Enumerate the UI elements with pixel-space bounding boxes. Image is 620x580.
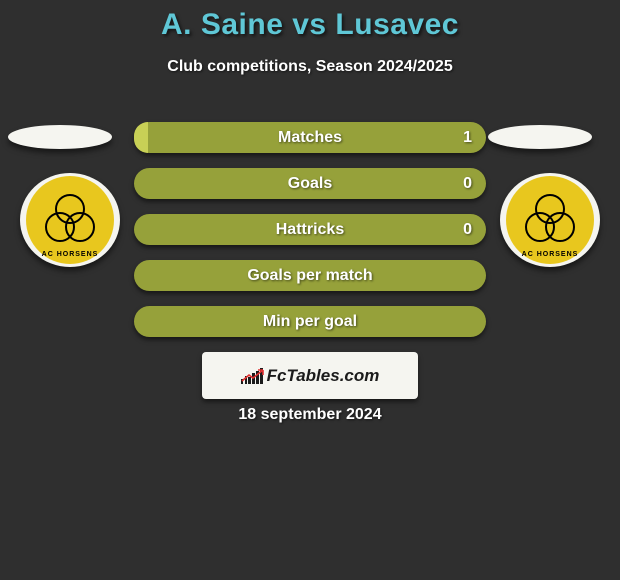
stat-bar-value: 0 — [463, 175, 472, 193]
brand-logo: FcTables.com — [241, 366, 380, 386]
stat-bar: Matches 1 — [134, 122, 486, 153]
stat-bar: Hattricks 0 — [134, 214, 486, 245]
subtitle: Club competitions, Season 2024/2025 — [0, 58, 620, 76]
stat-bar: Goals per match — [134, 260, 486, 291]
stat-bars: Matches 1 Goals 0 Hattricks 0 Goals per match M… — [134, 122, 486, 352]
comparison-card: A. Saine vs Lusavec Club competitions, S… — [0, 0, 620, 580]
stat-bar-label: Min per goal — [263, 313, 357, 331]
player-right-shadow-ellipse — [488, 125, 592, 149]
brand-logo-box: FcTables.com — [202, 352, 418, 399]
brand-arrow-icon — [241, 368, 265, 382]
stat-bar: Min per goal — [134, 306, 486, 337]
club-badge-left-inner: AC HORSENS — [26, 176, 114, 264]
club-badge-rings-icon — [526, 196, 574, 244]
club-badge-left: AC HORSENS — [20, 173, 120, 267]
club-badge-right-inner: AC HORSENS — [506, 176, 594, 264]
player-left-shadow-ellipse — [8, 125, 112, 149]
club-badge-right-label: AC HORSENS — [522, 251, 579, 258]
brand-chart-icon — [241, 368, 263, 384]
stat-bar-label: Goals — [288, 175, 332, 193]
stat-bar-value: 1 — [463, 129, 472, 147]
stat-bar-label: Hattricks — [276, 221, 344, 239]
brand-text: FcTables.com — [267, 366, 380, 386]
stat-bar-label: Matches — [278, 129, 342, 147]
club-badge-left-label: AC HORSENS — [42, 251, 99, 258]
stat-bar-fill — [134, 122, 148, 153]
club-badge-right: AC HORSENS — [500, 173, 600, 267]
stat-bar-label: Goals per match — [247, 267, 372, 285]
club-badge-rings-icon — [46, 196, 94, 244]
date-label: 18 september 2024 — [0, 406, 620, 424]
stat-bar: Goals 0 — [134, 168, 486, 199]
page-title: A. Saine vs Lusavec — [0, 0, 620, 42]
stat-bar-value: 0 — [463, 221, 472, 239]
